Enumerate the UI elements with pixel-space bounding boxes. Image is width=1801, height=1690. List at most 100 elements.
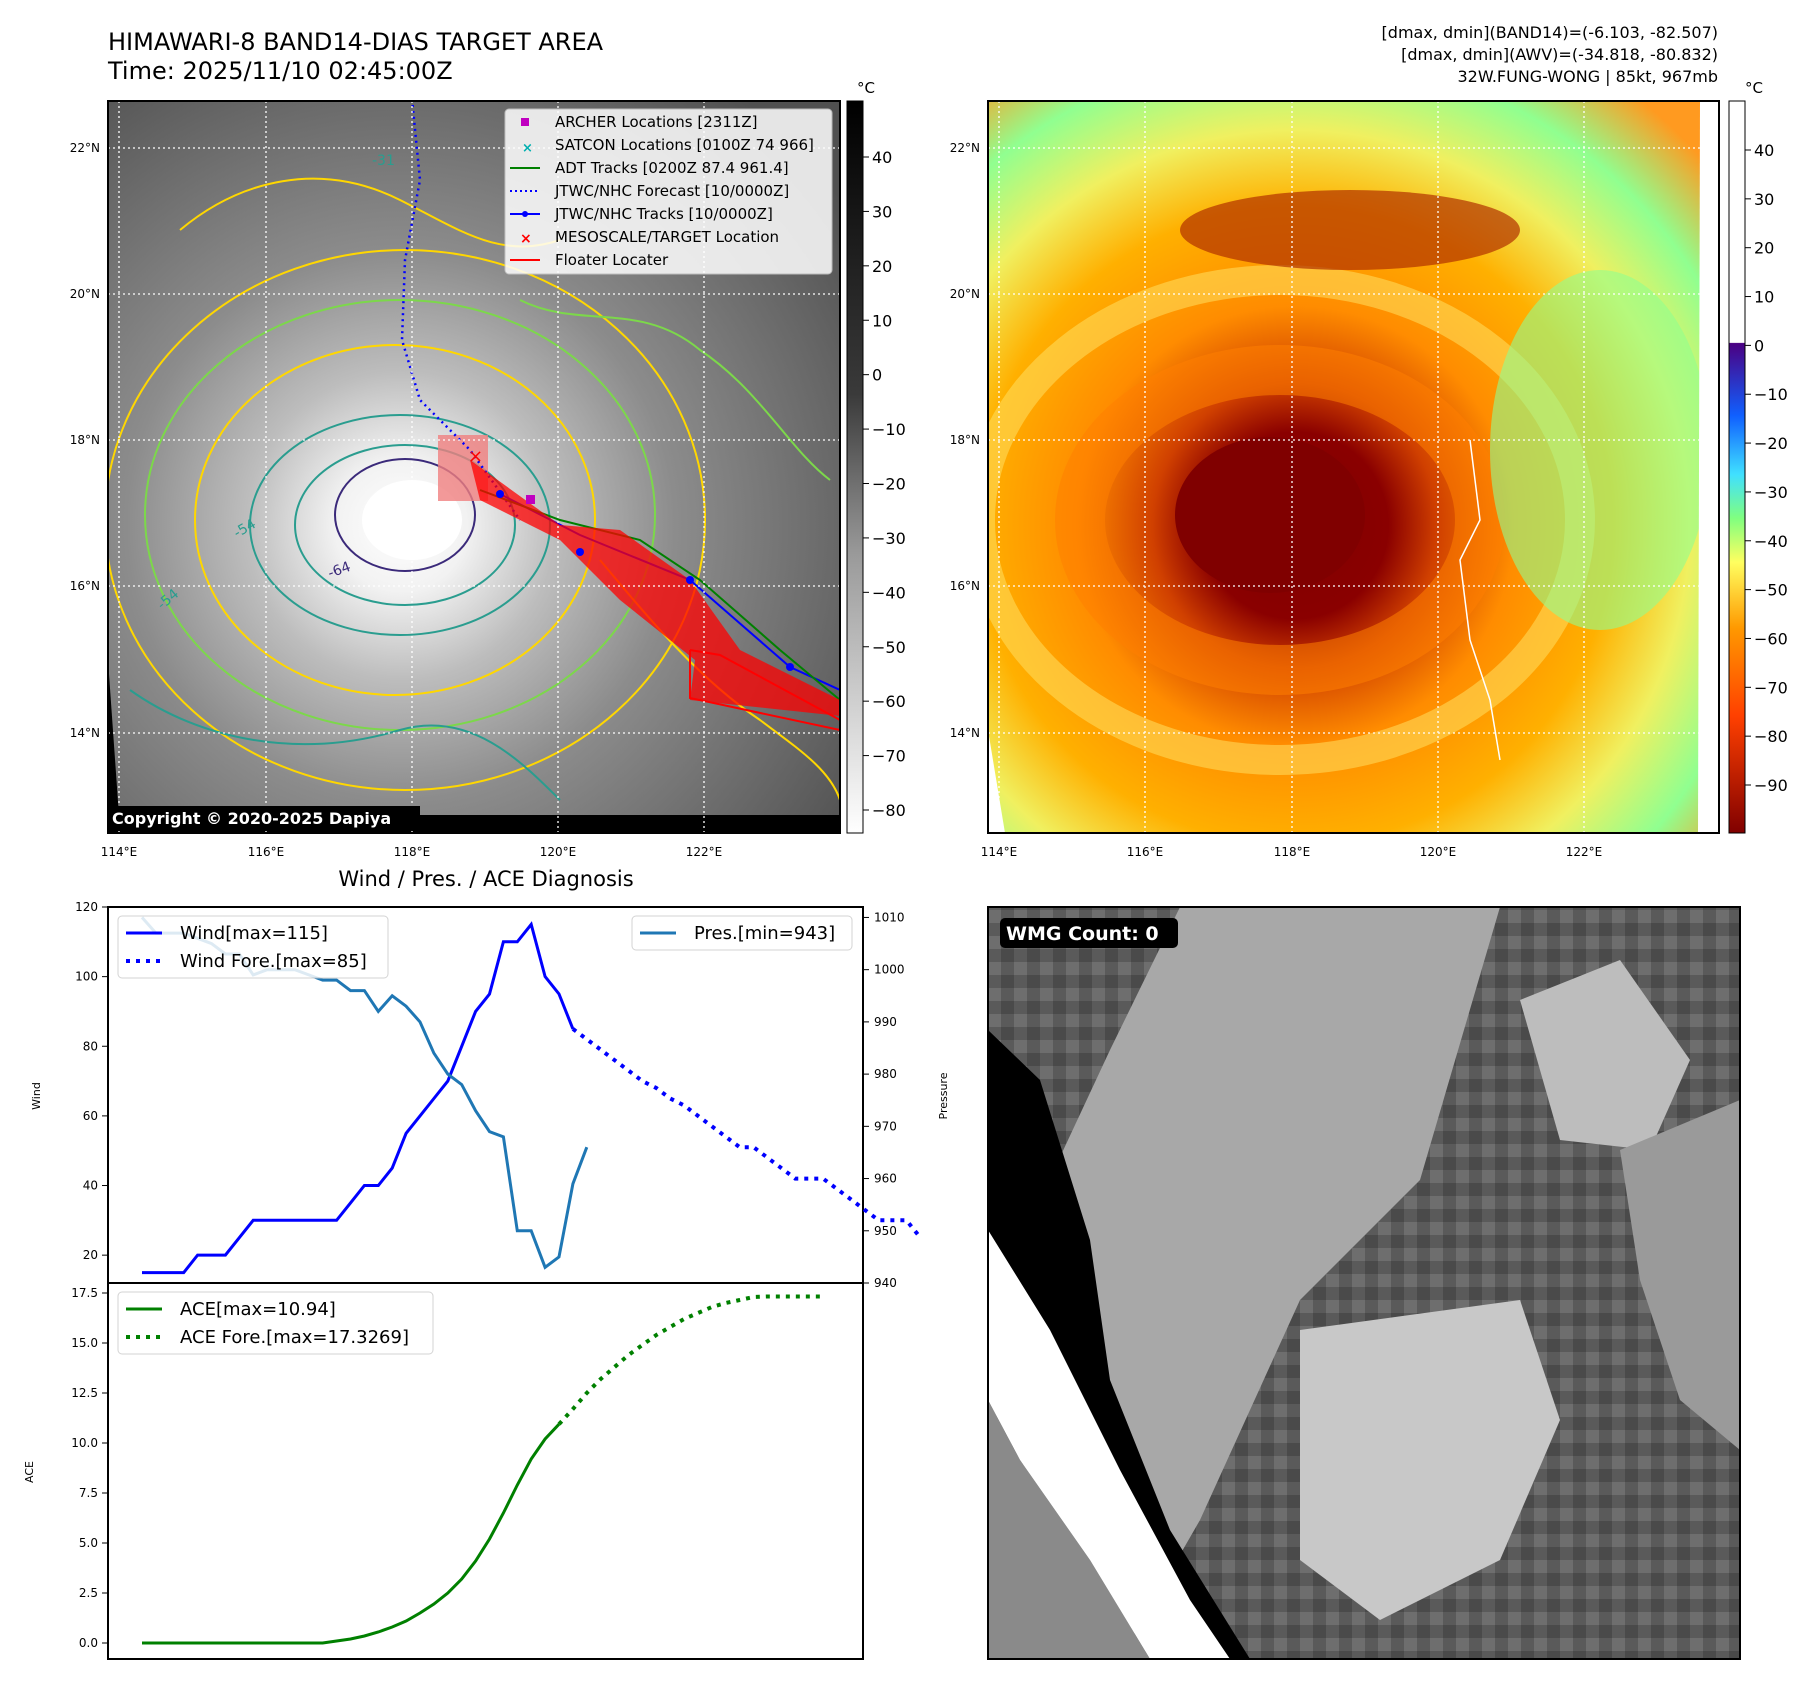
contour-label: -64 bbox=[326, 559, 353, 582]
adt-track-line bbox=[479, 489, 840, 701]
lat-label: 18°N bbox=[70, 433, 100, 447]
stats-storm: 32W.FUNG-WONG | 85kt, 967mb bbox=[1457, 67, 1718, 86]
wmg-bright-region bbox=[1300, 1300, 1560, 1620]
colorbar-gray: °C 40 30 20 10 0 −10 −20 −30 −40 −50 −60 −70 −80 bbox=[846, 79, 906, 834]
lat-label: 16°N bbox=[70, 579, 100, 593]
cb-right-tick-label: −90 bbox=[1754, 776, 1788, 795]
cb-left-tick-label: −60 bbox=[872, 692, 906, 711]
ace-series-line bbox=[142, 1423, 561, 1645]
lon-label: 118°E bbox=[394, 845, 431, 859]
wind-tick-label: 40 bbox=[83, 1179, 98, 1193]
cyclone-eye-cold-core bbox=[362, 480, 462, 560]
lon-label: 114°E bbox=[101, 845, 138, 859]
ace-y-ticks: 17.5 15.0 12.5 10.0 7.5 5.0 2.5 0.0 bbox=[71, 1286, 108, 1650]
figure-title: HIMAWARI-8 BAND14-DIAS TARGET AREA bbox=[108, 28, 604, 56]
lon-label: 116°E bbox=[1127, 845, 1164, 859]
map-gridlines bbox=[988, 101, 1719, 833]
contour-ring bbox=[334, 458, 476, 572]
pressure-tick-label: 990 bbox=[874, 1015, 897, 1029]
legend-floater: Floater Locater bbox=[555, 251, 669, 269]
contour-label: -31 bbox=[372, 153, 395, 169]
wind-tick-label: 60 bbox=[83, 1109, 98, 1123]
colorbar-unit: °C bbox=[857, 79, 875, 97]
pressure-legend: Pres.[min=943] bbox=[631, 915, 853, 951]
map-legend-box bbox=[504, 108, 833, 275]
lat-label: 14°N bbox=[70, 726, 100, 740]
wind-tick-label: 120 bbox=[75, 900, 98, 914]
wind-y-ticks: 120 100 80 60 40 20 bbox=[75, 900, 108, 1262]
ace-chart: 17.5 15.0 12.5 10.0 7.5 5.0 2.5 0.0 ACE ACE[max… bbox=[23, 1282, 864, 1660]
cb-left-tick-label: 20 bbox=[872, 257, 892, 276]
ir-map-panel: × -31 -54 -64 -54 Copyright © 2020-2025 … bbox=[70, 100, 841, 859]
color-lon-labels: 114°E 116°E 118°E 120°E 122°E bbox=[981, 845, 1603, 859]
pressure-tick-label: 1000 bbox=[874, 963, 905, 977]
ace-y-label: ACE bbox=[23, 1461, 36, 1483]
contour-ring bbox=[294, 444, 516, 606]
ace-legend-box bbox=[117, 1291, 434, 1355]
cb-left-tick-label: −10 bbox=[872, 420, 906, 439]
floater-locater-area bbox=[470, 460, 840, 716]
stats-band14: [dmax, dmin](BAND14)=(-6.103, -82.507) bbox=[1382, 23, 1718, 42]
lat-label: 22°N bbox=[70, 141, 100, 155]
ace-tick-label: 0.0 bbox=[79, 1636, 98, 1650]
lat-label: 20°N bbox=[70, 287, 100, 301]
ace-series-group bbox=[142, 1294, 824, 1645]
cb-right-tick-label: −70 bbox=[1754, 678, 1788, 697]
legend-adt: ADT Tracks [0200Z 87.4 961.4] bbox=[555, 159, 789, 177]
ace-legend-label: ACE[max=10.94] bbox=[180, 1299, 336, 1320]
archer-legend-icon bbox=[521, 118, 529, 126]
lon-label: 122°E bbox=[1566, 845, 1603, 859]
wind-tick-label: 20 bbox=[83, 1248, 98, 1262]
cb-left-tick-label: −50 bbox=[872, 638, 906, 657]
wmg-light-region bbox=[1620, 1100, 1740, 1450]
coastline bbox=[1459, 439, 1501, 761]
contour-ring bbox=[519, 299, 831, 481]
wmg-black-band bbox=[988, 1030, 1250, 1659]
lon-label: 116°E bbox=[248, 845, 285, 859]
cb-left-tick-label: 40 bbox=[872, 148, 892, 167]
wind-legend-label: Wind[max=115] bbox=[180, 923, 328, 944]
tracks-legend-dot bbox=[522, 211, 528, 217]
pressure-legend-label: Pres.[min=943] bbox=[694, 923, 835, 944]
ir-map-frame bbox=[107, 100, 841, 834]
colorbar-color: °C 40 30 20 10 0 −10 −20 −30 −40 −50 −60 −70 −80 −90 bbox=[1728, 79, 1788, 834]
ir-lat-labels: 22°N 20°N 18°N 16°N 14°N bbox=[70, 141, 100, 740]
colorbar-gray-bar bbox=[846, 100, 864, 834]
ir-color-frame bbox=[987, 100, 1720, 834]
wind-legend-box bbox=[117, 915, 389, 979]
contour-ring bbox=[129, 689, 561, 801]
contour-ring bbox=[194, 344, 596, 696]
ace-tick-label: 5.0 bbox=[79, 1536, 98, 1550]
ace-tick-label: 2.5 bbox=[79, 1586, 98, 1600]
pressure-tick-label: 960 bbox=[874, 1172, 897, 1186]
satcon-legend-icon: × bbox=[522, 141, 533, 156]
wind-series-line bbox=[142, 921, 575, 1275]
target-location-marker: × bbox=[468, 446, 483, 467]
cb-right-tick-label: −40 bbox=[1754, 532, 1788, 551]
cb-right-tick-label: −80 bbox=[1754, 727, 1788, 746]
lat-label: 14°N bbox=[950, 726, 980, 740]
colorbar-color-bar bbox=[1728, 100, 1746, 834]
lon-label: 118°E bbox=[1274, 845, 1311, 859]
no-data-edge bbox=[1698, 101, 1719, 833]
cold-core bbox=[1175, 437, 1365, 593]
cb-right-tick-label: 10 bbox=[1754, 288, 1774, 307]
jtwc-track-point bbox=[786, 663, 794, 671]
wmg-bright-region bbox=[1520, 960, 1690, 1150]
wind-y-label: Wind bbox=[30, 1082, 43, 1110]
no-data-wedge bbox=[108, 660, 120, 833]
copyright-box bbox=[108, 806, 420, 830]
no-data-edge bbox=[988, 730, 1005, 833]
wmg-white-band bbox=[988, 1230, 1230, 1659]
archer-location-marker bbox=[526, 495, 535, 504]
pressure-tick-label: 970 bbox=[874, 1119, 897, 1133]
cb-right-tick-label: 0 bbox=[1754, 336, 1764, 355]
cb-right-tick-label: −60 bbox=[1754, 629, 1788, 648]
cb-left-tick-label: −80 bbox=[872, 801, 906, 820]
pressure-tick-label: 940 bbox=[874, 1276, 897, 1290]
map-legend: × × ARCHER Locations [2311Z] SATCON Loca… bbox=[504, 108, 833, 275]
lat-label: 18°N bbox=[950, 433, 980, 447]
lat-label: 22°N bbox=[950, 141, 980, 155]
wind-fore-legend-label: Wind Fore.[max=85] bbox=[180, 951, 367, 972]
colorbar-unit: °C bbox=[1745, 79, 1763, 97]
